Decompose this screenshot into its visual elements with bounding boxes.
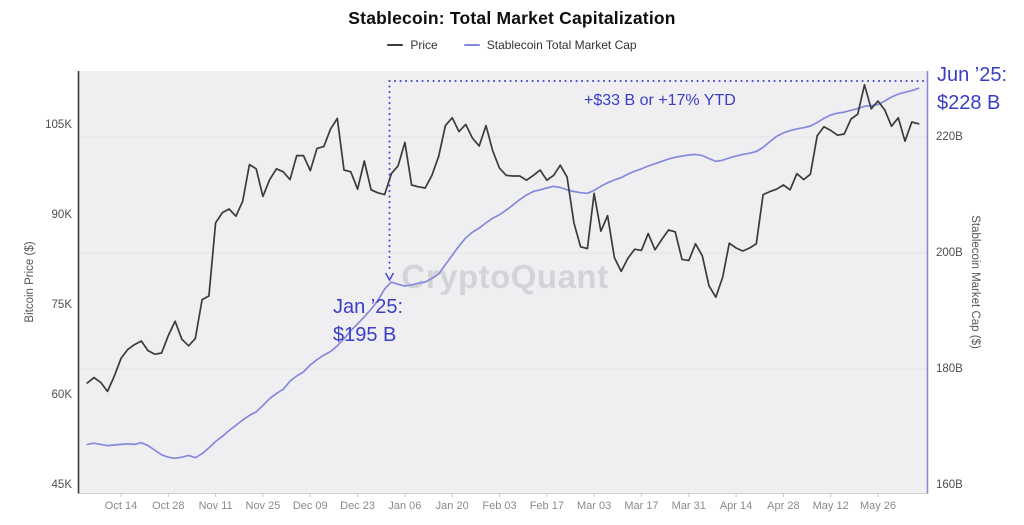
annotation-jan-line1: Jan ’25: [333,296,404,318]
x-axis-tick-label: Mar 03 [577,500,612,512]
right-axis-title: Stablecoin Market Cap ($) [969,215,981,349]
x-axis-tick-label: Dec 09 [292,500,328,512]
x-axis-tick-label: Oct 14 [104,500,138,512]
stablecoin-line-swatch-icon [463,43,480,47]
price-line-swatch-icon [387,43,404,47]
x-axis-tick-label: Jan 06 [388,500,422,512]
left-axis-tick-label: 90K [51,209,72,221]
annotation-jan-line2: $195 B [333,324,397,346]
legend-item-price: Price [387,38,438,52]
x-axis-tick-label: Feb 17 [529,500,564,512]
x-axis-tick-label: Nov 11 [198,500,233,512]
x-axis-tick-label: Mar 17 [624,500,659,512]
right-axis-tick-label: 180B [936,363,963,375]
stablecoin-marketcap-line [86,87,920,460]
x-axis-tick-label: Mar 31 [671,500,706,512]
right-axis-tick-label: 220B [936,131,963,143]
x-axis-tick-label: May 26 [859,500,897,512]
left-axis-tick-label: 75K [51,299,72,311]
x-axis-tick-label: Oct 28 [152,500,185,512]
legend-item-stablecoin: Stablecoin Total Market Cap [463,38,637,52]
annotation-jun-line1: Jun ’25: [937,64,1008,86]
left-axis-tick-label: 105K [45,119,72,131]
bitcoin-price-line [86,83,920,393]
annotation-jan-2025: Jan ’25: $195 B [333,293,403,349]
x-axis-tick-marks [120,493,879,497]
x-axis-tick-label: Feb 03 [482,500,517,512]
annotation-jun-2025: Jun ’25: $228 B [937,61,1007,117]
left-axis-tick-label: 45K [51,479,72,491]
x-axis-tick-label: May 12 [812,500,849,512]
legend-label-price: Price [410,38,438,52]
page-title: Stablecoin: Total Market Capitalization [348,8,676,28]
x-axis-tick-label: Apr 28 [767,500,800,512]
annotation-jun-line2: $228 B [937,92,1001,114]
gridlines [79,136,927,370]
x-axis-tick-label: Apr 14 [719,500,753,512]
legend-label-stablecoin: Stablecoin Total Market Cap [486,38,637,52]
left-axis-tick-label: 60K [51,389,72,401]
dotted-line-arrowhead-icon [384,272,395,282]
annotation-ytd-change: +$33 B or +17% YTD [584,92,736,109]
chart-legend: Price Stablecoin Total Market Cap [0,38,1024,52]
plot-background [79,71,927,493]
x-axis-tick-label: Dec 23 [340,500,375,512]
right-axis-tick-label: 160B [936,479,963,491]
right-axis-tick-label: 200B [936,247,963,259]
x-axis-tick-label: Nov 25 [245,500,281,512]
x-axis-tick-label: Jan 20 [435,500,469,512]
